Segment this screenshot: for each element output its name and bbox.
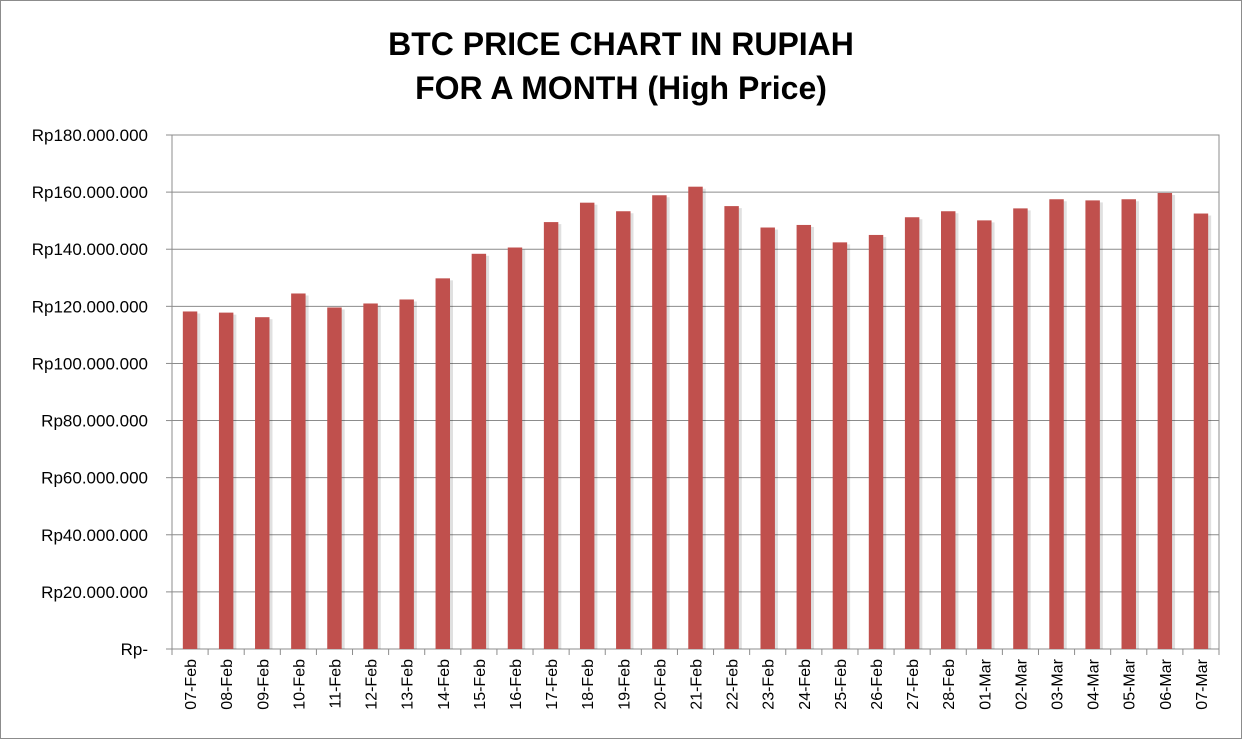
bar [868,234,884,649]
x-tick-label: 09-Feb [255,659,272,710]
chart-title-line-2: FOR A MONTH (High Price) [415,70,827,106]
bar [616,211,631,649]
bar [1013,208,1028,650]
x-tick-label: 17-Feb [544,659,561,710]
bar [255,317,270,649]
x-tick-label: 19-Feb [616,659,633,710]
bar [218,312,234,649]
bar [399,299,414,649]
x-tick-label: 15-Feb [472,659,489,710]
x-tick-label: 04-Mar [1086,658,1103,709]
x-tick-label: 03-Mar [1050,658,1067,709]
y-tick-label: Rp120.000.000 [32,297,148,316]
x-tick-label: 12-Feb [364,659,381,710]
bar [977,220,992,649]
x-tick-label: 25-Feb [833,659,850,710]
x-tick-label: 07-Mar [1194,658,1211,709]
y-tick-label: Rp180.000.000 [32,126,148,145]
bar [1085,200,1100,650]
y-tick-label: Rp100.000.000 [32,354,148,373]
y-tick-label: Rp- [121,640,148,659]
x-tick-label: 26-Feb [869,659,886,710]
x-tick-label: 14-Feb [436,659,453,710]
x-tick-label: 23-Feb [761,659,778,710]
bar [724,206,739,649]
bar [435,278,450,649]
bar [1049,199,1064,649]
x-tick-label: 28-Feb [941,659,958,710]
bar [579,202,595,649]
x-tick-label: 20-Feb [652,659,669,710]
y-tick-label: Rp20.000.000 [41,583,148,602]
bars [182,186,1212,650]
x-tick-label: 21-Feb [689,659,706,710]
y-tick-label: Rp80.000.000 [41,412,148,431]
x-tick-label: 06-Mar [1158,658,1175,709]
x-tick-label: 01-Mar [977,658,994,709]
y-tick-label: Rp140.000.000 [32,240,148,259]
bar [182,311,198,649]
bar [904,217,920,650]
x-tick-label: 07-Feb [183,659,200,710]
x-tick-label: 11-Feb [327,659,344,709]
bar [652,195,667,649]
bar [1121,199,1136,649]
bar [1157,192,1173,649]
bar [363,303,378,649]
y-axis: Rp- Rp20.000.000 Rp40.000.000 Rp60.000.000 R… [32,126,148,659]
bar [471,253,487,649]
x-tick-label: 16-Feb [508,659,525,710]
bar [327,307,342,649]
x-tick-label: 05-Mar [1122,658,1139,709]
bar [688,186,703,650]
x-tick-label: 27-Feb [905,659,922,710]
bar [507,247,523,649]
x-tick-label: 02-Mar [1013,658,1030,709]
y-tick-label: Rp160.000.000 [32,183,148,202]
bar [1193,213,1209,649]
x-tick-label: 10-Feb [291,659,308,710]
x-axis: 07-Feb 08-Feb 09-Feb 10-Feb 11-Feb 12-Feb 13-F… [183,658,1211,709]
bar [291,293,306,649]
chart-title-line-1: BTC PRICE CHART IN RUPIAH [388,26,854,62]
y-tick-label: Rp40.000.000 [41,526,148,545]
x-tick-label: 13-Feb [400,659,417,710]
x-tick-label: 08-Feb [219,659,236,710]
bar [941,211,956,649]
bar [543,222,559,649]
x-tick-label: 22-Feb [725,659,742,710]
bar [796,224,812,649]
bar [832,242,848,649]
y-tick-label: Rp60.000.000 [41,469,148,488]
bar [760,227,775,649]
x-tick-label: 18-Feb [580,659,597,710]
x-tick-label: 24-Feb [797,659,814,710]
